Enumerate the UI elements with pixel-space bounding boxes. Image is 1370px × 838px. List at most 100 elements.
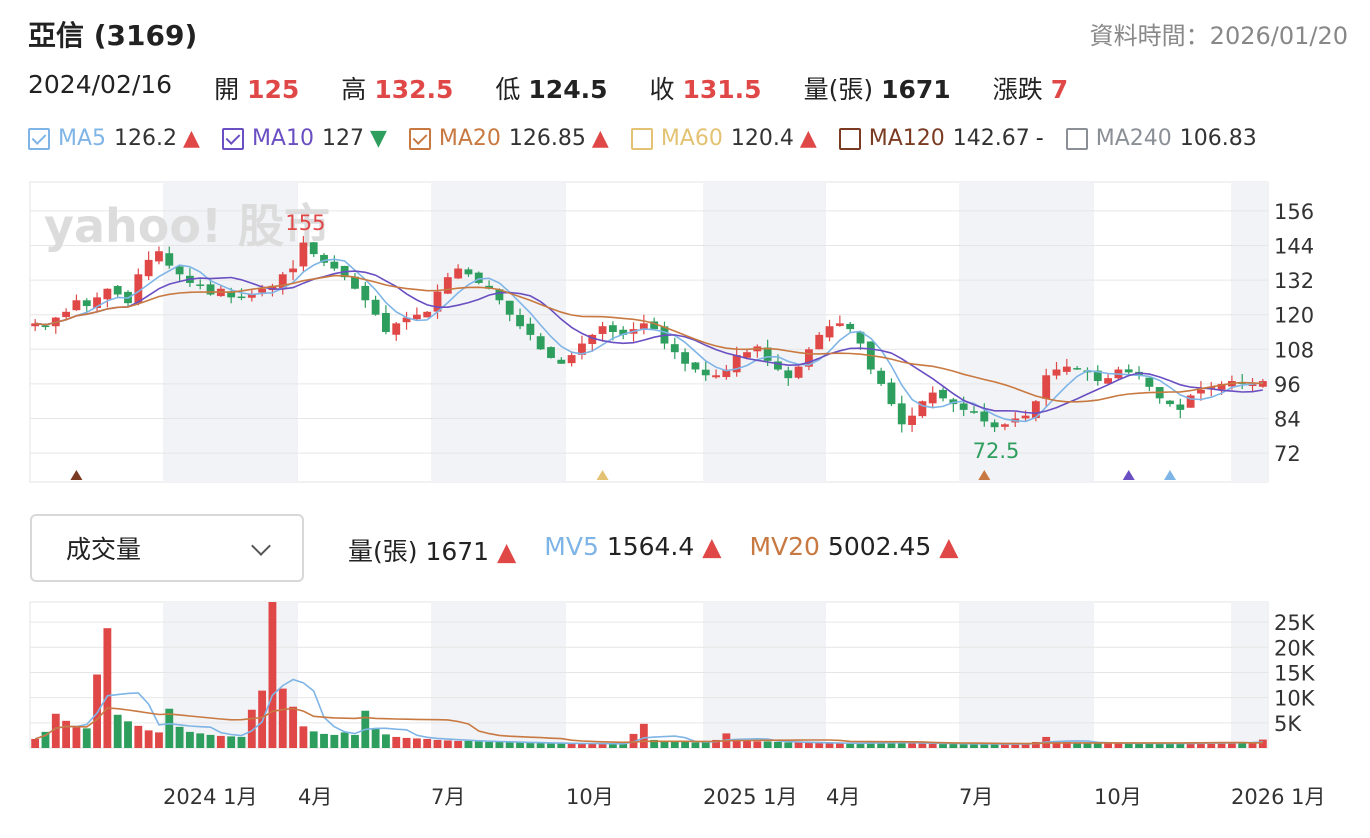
- indicator-select[interactable]: 成交量: [30, 514, 304, 582]
- candle-body: [371, 299, 380, 315]
- ma-toggle-ma60[interactable]: MA60 120.4 ▲: [630, 126, 817, 151]
- low-label: 低: [495, 75, 521, 104]
- candle-body: [908, 415, 916, 425]
- page-title: 亞信 (3169): [28, 19, 198, 52]
- volume-bar: [93, 674, 101, 748]
- volume-bar: [1083, 742, 1092, 748]
- candle-body: [897, 403, 906, 425]
- candle-body: [557, 359, 566, 364]
- volume-bar: [1248, 742, 1257, 748]
- checkbox-icon[interactable]: [28, 127, 50, 150]
- candle-body: [608, 325, 617, 332]
- ma-value: 126.85: [508, 126, 586, 151]
- price-tick-label: 156: [1274, 200, 1314, 224]
- candle-body: [72, 300, 81, 311]
- checkbox-icon[interactable]: [630, 127, 653, 150]
- volume-bar: [433, 739, 442, 748]
- x-tick-label: 10月: [1094, 785, 1142, 809]
- volume-bar: [474, 741, 483, 748]
- volume-bar: [619, 743, 628, 748]
- candle-body: [1073, 368, 1082, 370]
- volume-bar: [959, 743, 968, 748]
- candle-body: [784, 370, 793, 379]
- candle-body: [175, 266, 184, 275]
- volume-bar: [1021, 743, 1030, 748]
- candle-body: [887, 382, 896, 405]
- ma-toggle-ma20[interactable]: MA20 126.85 ▲: [408, 126, 609, 151]
- candle-body: [155, 251, 163, 262]
- candle-body: [1186, 395, 1195, 408]
- ma-toggle-ma5[interactable]: MA5 126.2 ▲: [28, 126, 200, 151]
- volume-bar: [949, 743, 958, 748]
- volume-stats-row: 量(張) 1671 ▲ MV5 1564.4 ▲ MV20 5002.45 ▲: [348, 532, 987, 568]
- volume-bar: [402, 737, 411, 748]
- volume-bar: [41, 731, 50, 748]
- price-tick-label: 108: [1274, 338, 1314, 362]
- month-band: [959, 602, 1094, 748]
- candle-body: [1124, 369, 1133, 373]
- volume-bar: [62, 720, 71, 748]
- price-tick-label: 84: [1274, 408, 1301, 432]
- volume-bar: [825, 743, 834, 748]
- volume-bar: [784, 742, 793, 748]
- volume-bar: [763, 741, 772, 748]
- volume-bar: [185, 731, 194, 748]
- ma-name: MA20: [438, 126, 501, 151]
- volume-bar: [815, 742, 824, 748]
- volume-bar: [598, 743, 607, 748]
- volume-bar: [990, 744, 999, 748]
- ma-toggle-ma120[interactable]: MA120 142.67-: [838, 126, 1044, 151]
- volume-tick-label: 20K: [1274, 636, 1316, 660]
- candle-body: [134, 274, 143, 303]
- vol-value: 1671: [425, 537, 490, 566]
- volume-bar: [804, 742, 813, 748]
- candle-body: [1258, 381, 1267, 387]
- x-tick-label: 4月: [298, 785, 332, 809]
- checkbox-icon[interactable]: [408, 127, 431, 150]
- volume-bar: [485, 741, 494, 748]
- volume-bar: [382, 734, 390, 748]
- volume-bar: [1062, 741, 1071, 748]
- signal-marker-icon: [596, 470, 609, 480]
- price-tick-label: 96: [1274, 373, 1301, 397]
- volume-bar: [608, 743, 617, 748]
- high-value: 132.5: [374, 75, 454, 104]
- candle-body: [825, 326, 834, 338]
- volume-bar: [691, 742, 700, 748]
- candle-body: [227, 291, 236, 298]
- candle-body: [505, 300, 514, 315]
- ma-value: 126.2: [114, 126, 178, 151]
- open-label: 開: [214, 75, 240, 104]
- volume-bar: [443, 740, 452, 748]
- volume-value: 1671: [881, 75, 951, 104]
- checkbox-icon[interactable]: [221, 127, 244, 150]
- candle-body: [289, 268, 297, 273]
- ma-trend: ▲: [183, 126, 200, 151]
- candle-body: [330, 261, 339, 269]
- candle-body: [804, 349, 813, 367]
- candle-body: [165, 253, 174, 266]
- volume-label: 量(張): [803, 75, 874, 104]
- candle-body: [1248, 383, 1257, 386]
- candle-body: [670, 344, 679, 353]
- candle-body: [103, 288, 112, 300]
- volume-bar: [1093, 742, 1102, 748]
- volume-bar: [1227, 742, 1236, 748]
- checkbox-icon[interactable]: [838, 127, 861, 150]
- price-tick-label: 144: [1274, 234, 1314, 258]
- x-tick-label: 4月: [826, 785, 860, 809]
- candle-body: [320, 254, 328, 263]
- candle-body: [351, 276, 359, 289]
- volume-bar: [237, 736, 246, 748]
- candle-body: [423, 311, 432, 318]
- checkbox-icon[interactable]: [1065, 127, 1088, 150]
- volume-bar: [928, 743, 937, 748]
- volume-bar: [639, 723, 648, 748]
- volume-bar: [970, 743, 978, 748]
- ma-toggle-ma10[interactable]: MA10 127 ▼: [221, 126, 387, 151]
- ma-toggle-ma240[interactable]: MA240 106.83: [1065, 126, 1263, 151]
- volume-bar: [505, 742, 514, 748]
- x-tick-label: 2024 1月: [163, 785, 257, 809]
